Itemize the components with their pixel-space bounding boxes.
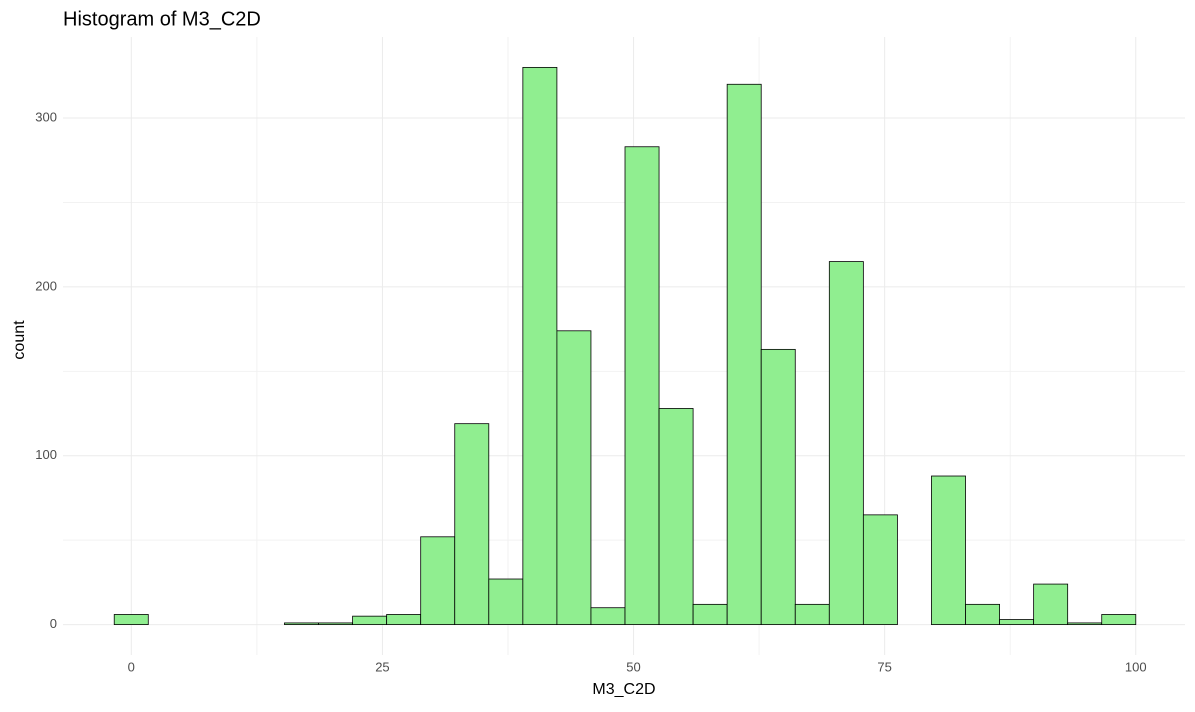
y-tick-label: 300 xyxy=(35,109,57,124)
x-tick-label: 100 xyxy=(1125,659,1147,674)
y-tick-label: 200 xyxy=(35,278,57,293)
chart-title: Histogram of M3_C2D xyxy=(63,8,261,30)
bar xyxy=(352,615,388,626)
bar xyxy=(590,607,626,626)
y-tick-label: 100 xyxy=(35,447,57,462)
bar xyxy=(488,578,524,626)
bar xyxy=(113,614,149,626)
x-tick-label: 0 xyxy=(128,659,135,674)
bar xyxy=(454,423,490,626)
bar xyxy=(726,83,762,626)
bar xyxy=(1067,622,1103,626)
bar xyxy=(862,514,898,626)
x-axis-title: M3_C2D xyxy=(592,681,655,698)
x-tick-label: 50 xyxy=(626,659,640,674)
bar xyxy=(794,603,830,626)
bar xyxy=(828,261,864,626)
bar xyxy=(692,603,728,626)
bar xyxy=(556,330,592,626)
bar xyxy=(658,408,694,626)
bar xyxy=(386,614,422,626)
bar xyxy=(284,622,319,626)
bar xyxy=(624,146,660,626)
bar xyxy=(999,619,1035,626)
y-tick-label: 0 xyxy=(50,616,57,631)
bar xyxy=(420,536,456,626)
y-axis-title: count xyxy=(11,320,28,360)
x-tick-label: 25 xyxy=(375,659,389,674)
bar xyxy=(318,622,353,626)
bar xyxy=(931,475,966,626)
bar xyxy=(760,348,796,626)
bar xyxy=(1101,614,1137,626)
bar xyxy=(522,66,558,626)
bar xyxy=(1033,583,1069,626)
x-tick-label: 75 xyxy=(877,659,891,674)
bar xyxy=(965,603,1000,626)
